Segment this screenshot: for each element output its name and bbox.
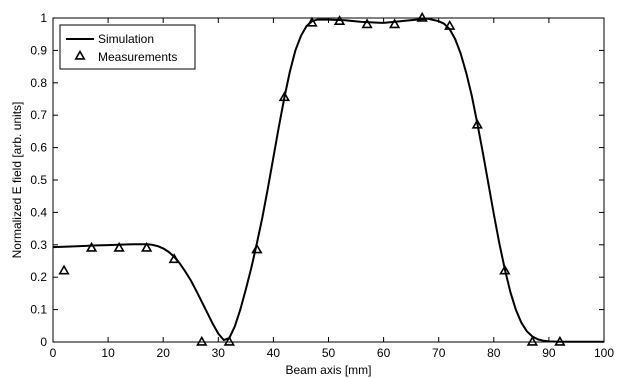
x-tick-label: 50 bbox=[322, 346, 336, 360]
x-tick-label: 30 bbox=[212, 346, 226, 360]
x-tick-label: 0 bbox=[50, 346, 57, 360]
measurement-point bbox=[58, 264, 70, 275]
measurement-point bbox=[278, 91, 291, 102]
x-tick-label: 100 bbox=[594, 346, 614, 360]
measurement-point bbox=[251, 243, 263, 254]
y-tick-label: 0.8 bbox=[30, 76, 47, 90]
measurement-point bbox=[113, 241, 125, 252]
measurement-point bbox=[223, 335, 235, 346]
x-tick-label: 80 bbox=[487, 346, 501, 360]
y-tick-label: 0.6 bbox=[30, 141, 47, 155]
y-tick-label: 0.3 bbox=[30, 238, 47, 252]
measurement-point bbox=[388, 18, 401, 29]
measurement-point bbox=[333, 15, 346, 25]
legend-label-measurements: Measurements bbox=[98, 50, 177, 64]
measurement-point bbox=[416, 11, 428, 22]
y-tick-label: 0.7 bbox=[30, 108, 47, 122]
legend: Simulation Measurements bbox=[59, 24, 196, 70]
x-tick-label: 90 bbox=[542, 346, 556, 360]
measurement-point bbox=[471, 118, 483, 129]
x-tick-label: 70 bbox=[432, 346, 446, 360]
y-tick-label: 0.2 bbox=[30, 270, 47, 284]
x-tick-label: 40 bbox=[267, 346, 281, 360]
measurement-point bbox=[196, 335, 208, 346]
legend-box bbox=[59, 24, 196, 70]
x-axis-label: Beam axis [mm] bbox=[285, 363, 371, 377]
legend-marker-sample bbox=[74, 49, 86, 60]
x-tick-label: 20 bbox=[157, 346, 171, 360]
measurement-point bbox=[306, 16, 318, 27]
measurement-point bbox=[168, 253, 180, 264]
y-tick-label: 1 bbox=[40, 11, 47, 25]
measurement-point bbox=[526, 335, 539, 346]
measurement-point bbox=[554, 335, 566, 346]
y-axis-label: Normalized E field [arb. units] bbox=[10, 102, 24, 259]
y-tick-label: 0 bbox=[40, 335, 47, 349]
y-tick-label: 0.1 bbox=[30, 303, 47, 317]
measurement-point bbox=[361, 18, 373, 29]
x-tick-label: 10 bbox=[101, 346, 115, 360]
legend-label-simulation: Simulation bbox=[98, 32, 154, 46]
axes: 0 10 20 30 40 50 60 70 80 90 100 0 0.1 0.2 0.3 0.4 0.5 0.… bbox=[30, 11, 614, 360]
measurement-point bbox=[499, 264, 511, 275]
measurement-point bbox=[85, 241, 98, 252]
plot-area bbox=[52, 11, 604, 346]
series-simulation-line bbox=[52, 17, 604, 343]
y-tick-label: 0.5 bbox=[30, 173, 47, 187]
x-tick-label: 60 bbox=[377, 346, 391, 360]
measurement-point bbox=[444, 19, 456, 30]
y-tick-label: 0.9 bbox=[30, 43, 47, 57]
measurement-point bbox=[141, 241, 153, 252]
y-tick-label: 0.4 bbox=[30, 205, 47, 219]
